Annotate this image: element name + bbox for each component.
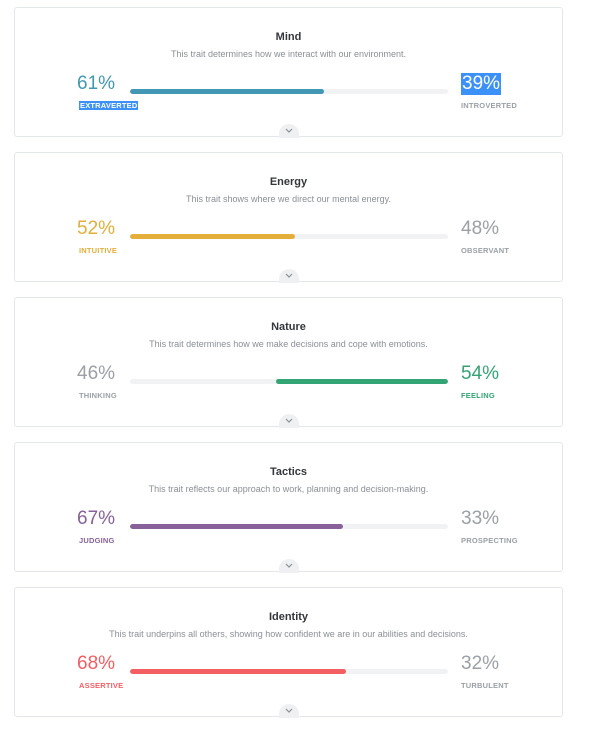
expand-button[interactable]	[279, 559, 299, 573]
right-label: PROSPECTING	[461, 536, 518, 545]
chevron-down-icon	[285, 418, 293, 423]
left-label: INTUITIVE	[79, 246, 118, 255]
expand-button[interactable]	[279, 269, 299, 283]
right-label: OBSERVANT	[461, 246, 510, 255]
trait-bar	[130, 89, 448, 94]
trait-title: Mind	[275, 31, 302, 43]
trait-bar	[130, 524, 448, 529]
left-label: JUDGING	[79, 536, 115, 545]
trait-description: This trait determines how we interact wi…	[170, 49, 407, 59]
expand-button[interactable]	[279, 124, 299, 138]
right-label: TURBULENT	[461, 681, 509, 690]
right-label: INTROVERTED	[461, 101, 517, 110]
expand-button[interactable]	[279, 704, 299, 718]
left-label: THINKING	[79, 391, 117, 400]
trait-bar-fill	[276, 379, 448, 384]
trait-card-identity: Identity This trait underpins all others…	[14, 587, 563, 718]
right-percent: 33%	[461, 508, 500, 529]
chevron-down-icon	[285, 708, 293, 713]
trait-bar	[130, 379, 448, 384]
trait-description: This trait reflects our approach to work…	[148, 484, 429, 494]
expand-button[interactable]	[279, 414, 299, 428]
trait-title: Tactics	[269, 466, 308, 478]
trait-bar-fill	[130, 524, 344, 529]
trait-description: This trait shows where we direct our men…	[186, 194, 391, 204]
left-label: ASSERTIVE	[79, 681, 124, 690]
trait-bar-fill	[130, 89, 324, 94]
right-percent: 39%	[461, 73, 502, 95]
trait-title: Energy	[269, 176, 308, 188]
right-percent: 32%	[461, 653, 500, 674]
trait-card-energy: Energy This trait shows where we direct …	[14, 152, 563, 283]
trait-description: This trait underpins all others, showing…	[109, 629, 468, 639]
trait-bar	[130, 669, 448, 674]
trait-title: Nature	[271, 321, 306, 333]
right-percent: 48%	[461, 218, 500, 239]
trait-bar-fill	[130, 669, 347, 674]
left-percent: 68%	[77, 653, 116, 674]
right-label: FEELING	[461, 391, 495, 400]
left-percent: 61%	[77, 73, 116, 94]
left-percent: 67%	[77, 508, 116, 529]
trait-description: This trait determines how we make decisi…	[149, 339, 428, 349]
left-percent: 46%	[77, 363, 116, 384]
left-label: EXTRAVERTED	[79, 101, 139, 110]
chevron-down-icon	[285, 563, 293, 568]
trait-card-tactics: Tactics This trait reflects our approach…	[14, 442, 563, 573]
trait-title: Identity	[268, 611, 309, 623]
right-percent: 54%	[461, 363, 500, 384]
chevron-down-icon	[285, 128, 293, 133]
chevron-down-icon	[285, 273, 293, 278]
trait-card-nature: Nature This trait determines how we make…	[14, 297, 563, 428]
left-percent: 52%	[77, 218, 116, 239]
trait-bar-fill	[130, 234, 296, 239]
trait-bar	[130, 234, 448, 239]
trait-card-mind: Mind This trait determines how we intera…	[14, 7, 563, 138]
